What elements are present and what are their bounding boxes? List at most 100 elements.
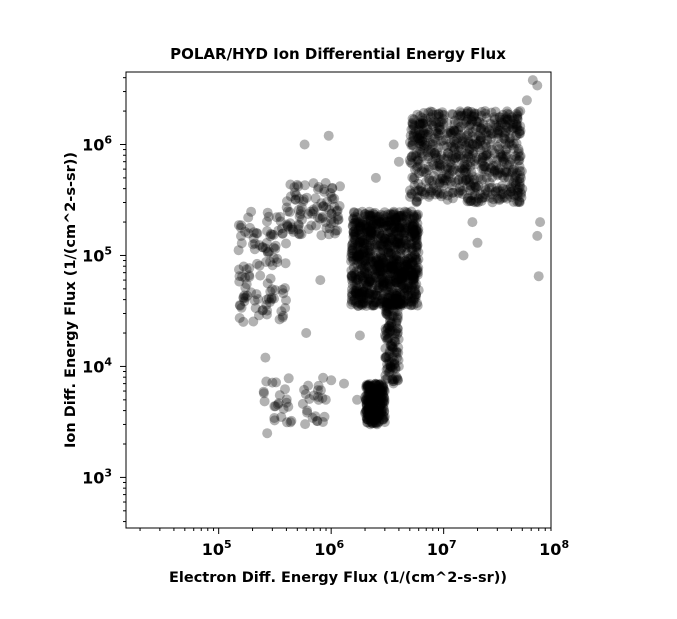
scatter-point bbox=[433, 142, 444, 153]
scatter-point bbox=[414, 185, 425, 196]
scatter-point bbox=[393, 241, 404, 252]
scatter-point bbox=[511, 122, 522, 133]
scatter-point bbox=[286, 222, 297, 233]
scatter-point bbox=[364, 404, 375, 415]
scatter-point bbox=[443, 148, 454, 159]
scatter-point bbox=[365, 384, 376, 395]
scatter-point bbox=[403, 291, 414, 302]
scatter-point bbox=[375, 232, 386, 243]
scatter-point bbox=[419, 189, 430, 200]
scatter-point bbox=[383, 303, 394, 314]
scatter-point bbox=[376, 230, 387, 241]
scatter-point bbox=[353, 249, 364, 260]
scatter-point bbox=[376, 217, 387, 228]
scatter-point bbox=[382, 227, 393, 238]
scatter-point bbox=[370, 207, 381, 218]
scatter-point bbox=[394, 222, 405, 233]
scatter-point bbox=[371, 412, 382, 423]
scatter-point bbox=[363, 403, 374, 414]
scatter-point bbox=[346, 251, 357, 262]
scatter-point bbox=[502, 115, 513, 126]
scatter-point bbox=[357, 286, 368, 297]
scatter-point bbox=[405, 191, 416, 202]
scatter-point bbox=[373, 392, 384, 403]
scatter-point bbox=[467, 190, 478, 201]
scatter-point bbox=[377, 389, 388, 400]
scatter-point bbox=[448, 142, 459, 153]
scatter-point bbox=[409, 232, 420, 243]
scatter-point bbox=[398, 210, 409, 221]
scatter-point bbox=[409, 291, 420, 302]
scatter-point bbox=[377, 414, 388, 425]
scatter-point bbox=[365, 230, 376, 241]
scatter-point bbox=[313, 394, 324, 405]
scatter-point bbox=[378, 384, 389, 395]
scatter-point bbox=[399, 287, 410, 298]
scatter-point bbox=[358, 261, 369, 272]
scatter-point bbox=[384, 301, 395, 312]
scatter-point bbox=[355, 270, 366, 281]
scatter-point bbox=[268, 253, 279, 264]
scatter-point bbox=[464, 174, 475, 185]
scatter-point bbox=[367, 403, 378, 414]
scatter-point bbox=[406, 267, 417, 278]
scatter-point bbox=[308, 390, 319, 401]
scatter-point bbox=[493, 165, 504, 175]
scatter-point bbox=[368, 408, 379, 419]
scatter-point bbox=[429, 116, 440, 127]
scatter-point bbox=[404, 155, 415, 166]
scatter-point bbox=[391, 226, 402, 237]
scatter-point bbox=[387, 264, 398, 275]
scatter-point bbox=[384, 242, 395, 253]
scatter-point bbox=[456, 150, 467, 161]
scatter-point bbox=[408, 128, 419, 139]
scatter-point bbox=[399, 267, 410, 278]
scatter-point bbox=[369, 415, 380, 426]
scatter-point bbox=[362, 395, 373, 406]
scatter-point bbox=[390, 237, 401, 248]
scatter-point bbox=[423, 107, 434, 118]
scatter-point bbox=[412, 132, 423, 143]
scatter-point bbox=[406, 280, 417, 291]
scatter-point bbox=[388, 208, 399, 218]
scatter-point bbox=[352, 283, 363, 294]
scatter-point bbox=[392, 375, 403, 386]
scatter-point bbox=[442, 162, 453, 173]
scatter-point bbox=[351, 265, 362, 276]
scatter-point bbox=[364, 242, 375, 253]
scatter-point bbox=[441, 175, 452, 186]
scatter-point bbox=[347, 279, 358, 290]
scatter-point bbox=[408, 277, 419, 288]
scatter-point bbox=[427, 176, 438, 186]
scatter-point bbox=[393, 267, 404, 278]
scatter-point bbox=[474, 117, 485, 128]
scatter-point bbox=[281, 295, 291, 306]
scatter-point bbox=[466, 167, 477, 178]
scatter-point bbox=[390, 267, 400, 278]
scatter-point bbox=[346, 288, 357, 299]
scatter-point bbox=[392, 374, 403, 385]
scatter-point bbox=[365, 380, 376, 391]
scatter-point bbox=[377, 296, 388, 307]
scatter-point bbox=[427, 139, 438, 150]
scatter-point bbox=[458, 133, 468, 144]
scatter-point bbox=[390, 226, 401, 237]
scatter-point bbox=[420, 167, 431, 178]
scatter-point bbox=[360, 407, 371, 418]
scatter-point bbox=[361, 277, 372, 288]
scatter-point bbox=[266, 294, 277, 305]
scatter-point bbox=[374, 265, 385, 276]
scatter-point bbox=[489, 114, 500, 125]
scatter-point bbox=[274, 314, 285, 325]
scatter-point bbox=[250, 303, 261, 313]
scatter-point bbox=[393, 232, 404, 243]
scatter-point bbox=[411, 254, 422, 265]
scatter-point bbox=[391, 371, 402, 382]
scatter-point bbox=[350, 273, 361, 284]
scatter-point bbox=[457, 185, 468, 196]
scatter-point bbox=[494, 144, 505, 155]
scatter-point bbox=[320, 217, 331, 228]
scatter-point bbox=[425, 106, 436, 117]
scatter-point bbox=[303, 209, 314, 220]
scatter-point bbox=[407, 172, 418, 183]
